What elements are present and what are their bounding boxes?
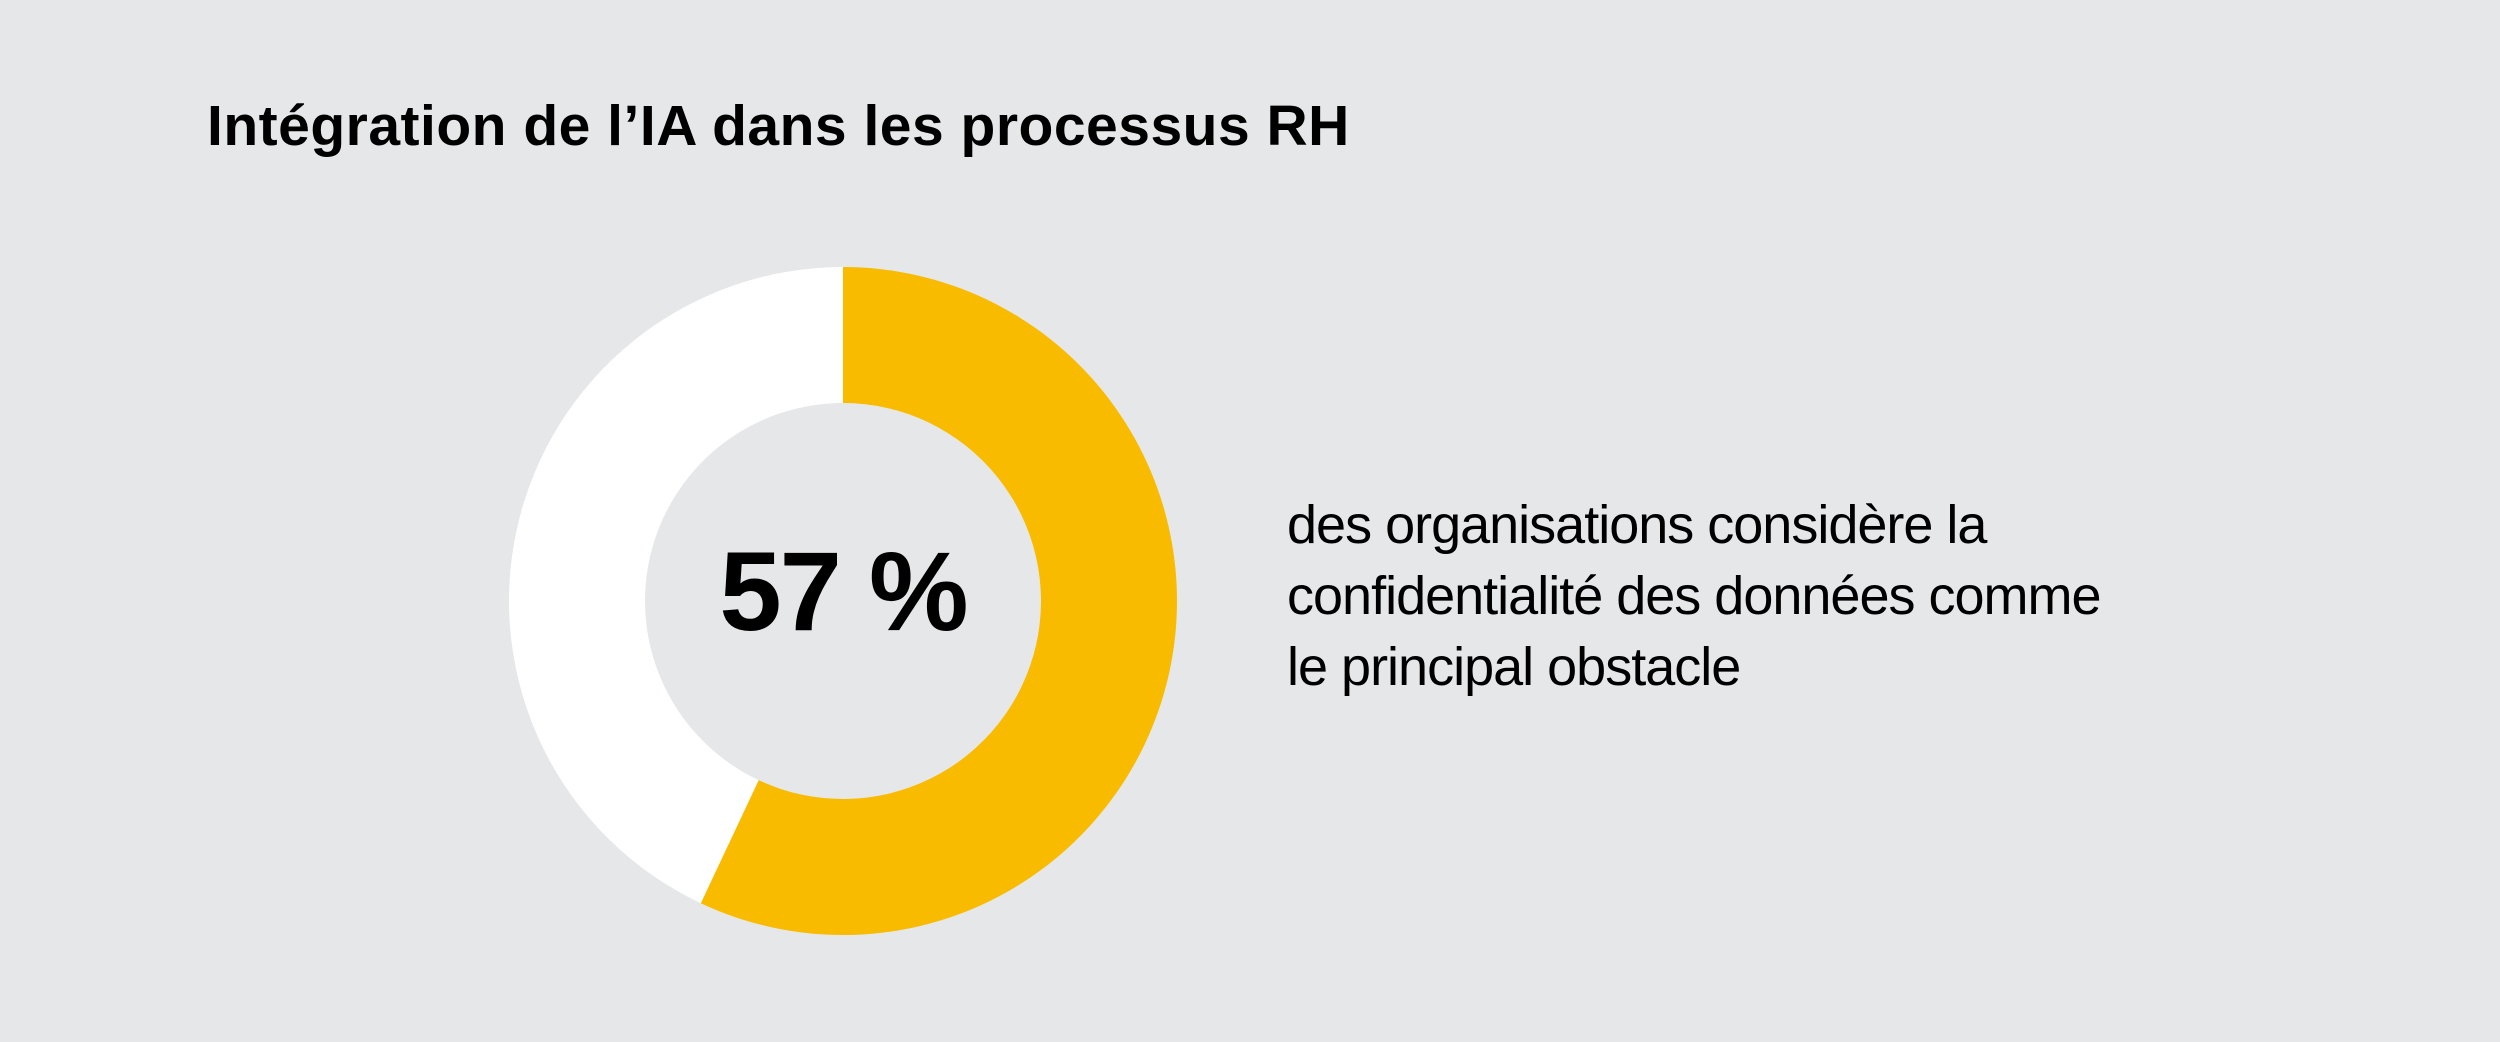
center-percentage-label: 57 % bbox=[719, 529, 968, 654]
description-text: des organisations considère la confident… bbox=[1287, 490, 2287, 703]
description-line: le principal obstacle bbox=[1287, 637, 1741, 697]
description-line: confidentialité des données comme bbox=[1287, 566, 2102, 626]
donut-slice-highlight bbox=[700, 267, 1177, 936]
description-line: des organisations considère la bbox=[1287, 495, 1987, 555]
donut-slice-remainder bbox=[509, 267, 843, 904]
chart-title: Intégration de l’IA dans les processus R… bbox=[207, 94, 1350, 158]
